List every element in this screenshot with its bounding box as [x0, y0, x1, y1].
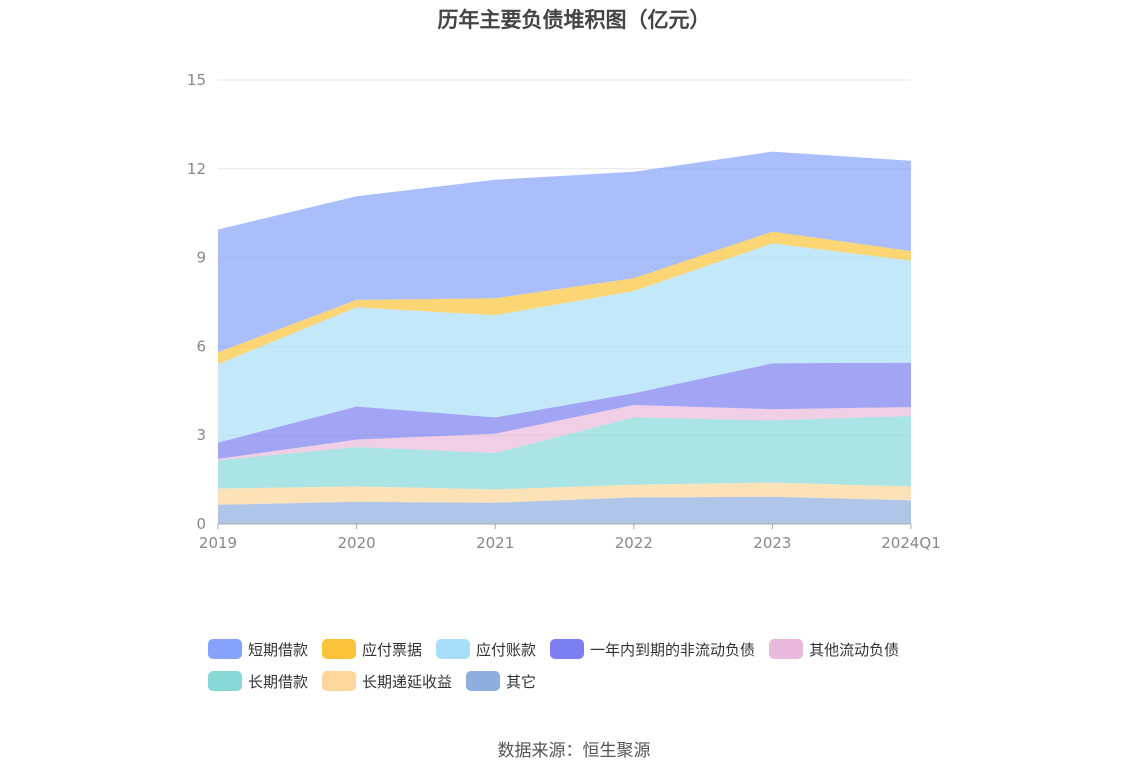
y-tick-label: 0 — [196, 515, 206, 533]
x-tick-label: 2020 — [338, 534, 376, 552]
legend-item[interactable]: 长期借款 — [208, 670, 308, 692]
legend-item[interactable]: 短期借款 — [208, 638, 308, 660]
area-series — [218, 151, 911, 353]
y-tick-label: 9 — [196, 249, 206, 267]
legend-label: 其他流动负债 — [809, 640, 900, 659]
legend-item[interactable]: 应付票据 — [322, 638, 422, 660]
x-tick-label: 2024Q1 — [881, 534, 941, 552]
legend-swatch — [208, 671, 242, 691]
legend-swatch — [436, 639, 471, 659]
legend-label: 长期借款 — [248, 672, 309, 691]
legend-label: 短期借款 — [248, 640, 309, 659]
legend-item[interactable]: 一年内到期的非流动负债 — [550, 638, 755, 660]
area-series — [218, 416, 911, 490]
area-series — [218, 231, 911, 365]
x-tick-label: 2022 — [615, 534, 653, 552]
legend: 短期借款 应付票据 应付账款 一年内到期的非流动负债 其他流动负债长期借款 长期递延收益 其… — [208, 638, 968, 702]
x-tick-label: 2021 — [476, 534, 514, 552]
legend-swatch — [550, 639, 585, 659]
chart-plot: 0 3 6 9 12 15 2019 2020 2021 2022 2023 2024Q1 — [187, 71, 941, 552]
legend-item[interactable]: 应付账款 — [436, 638, 536, 660]
legend-item[interactable]: 其他流动负债 — [769, 638, 899, 660]
legend-swatch — [322, 671, 357, 691]
legend-label: 一年内到期的非流动负债 — [590, 640, 756, 659]
legend-item[interactable]: 其它 — [466, 670, 536, 692]
x-tick-label: 2023 — [753, 534, 791, 552]
legend-swatch — [322, 639, 357, 659]
area-series — [218, 362, 911, 459]
legend-label: 应付账款 — [476, 640, 537, 659]
axis-layer: 0 3 6 9 12 15 2019 2020 2021 2022 2023 2024Q1 — [187, 71, 941, 552]
legend-item[interactable]: 长期递延收益 — [322, 670, 452, 692]
legend-swatch — [208, 639, 242, 659]
x-tick-label: 2019 — [199, 534, 237, 552]
y-tick-label: 6 — [196, 337, 206, 355]
legend-swatch — [466, 671, 501, 691]
area-series — [218, 405, 911, 461]
chart-title: 历年主要负债堆积图（亿元） — [437, 8, 711, 32]
legend-label: 长期递延收益 — [362, 672, 453, 691]
source-note: 数据来源：恒生聚源 — [497, 741, 651, 761]
legend-swatch — [769, 639, 804, 659]
legend-label: 其它 — [506, 672, 537, 691]
legend-label: 应付票据 — [362, 640, 423, 659]
area-layer — [218, 151, 911, 524]
y-tick-label: 3 — [196, 426, 206, 444]
area-series — [218, 496, 911, 524]
y-tick-label: 12 — [187, 160, 206, 178]
y-tick-label: 15 — [187, 71, 206, 89]
area-series — [218, 243, 911, 443]
area-series — [218, 482, 911, 505]
